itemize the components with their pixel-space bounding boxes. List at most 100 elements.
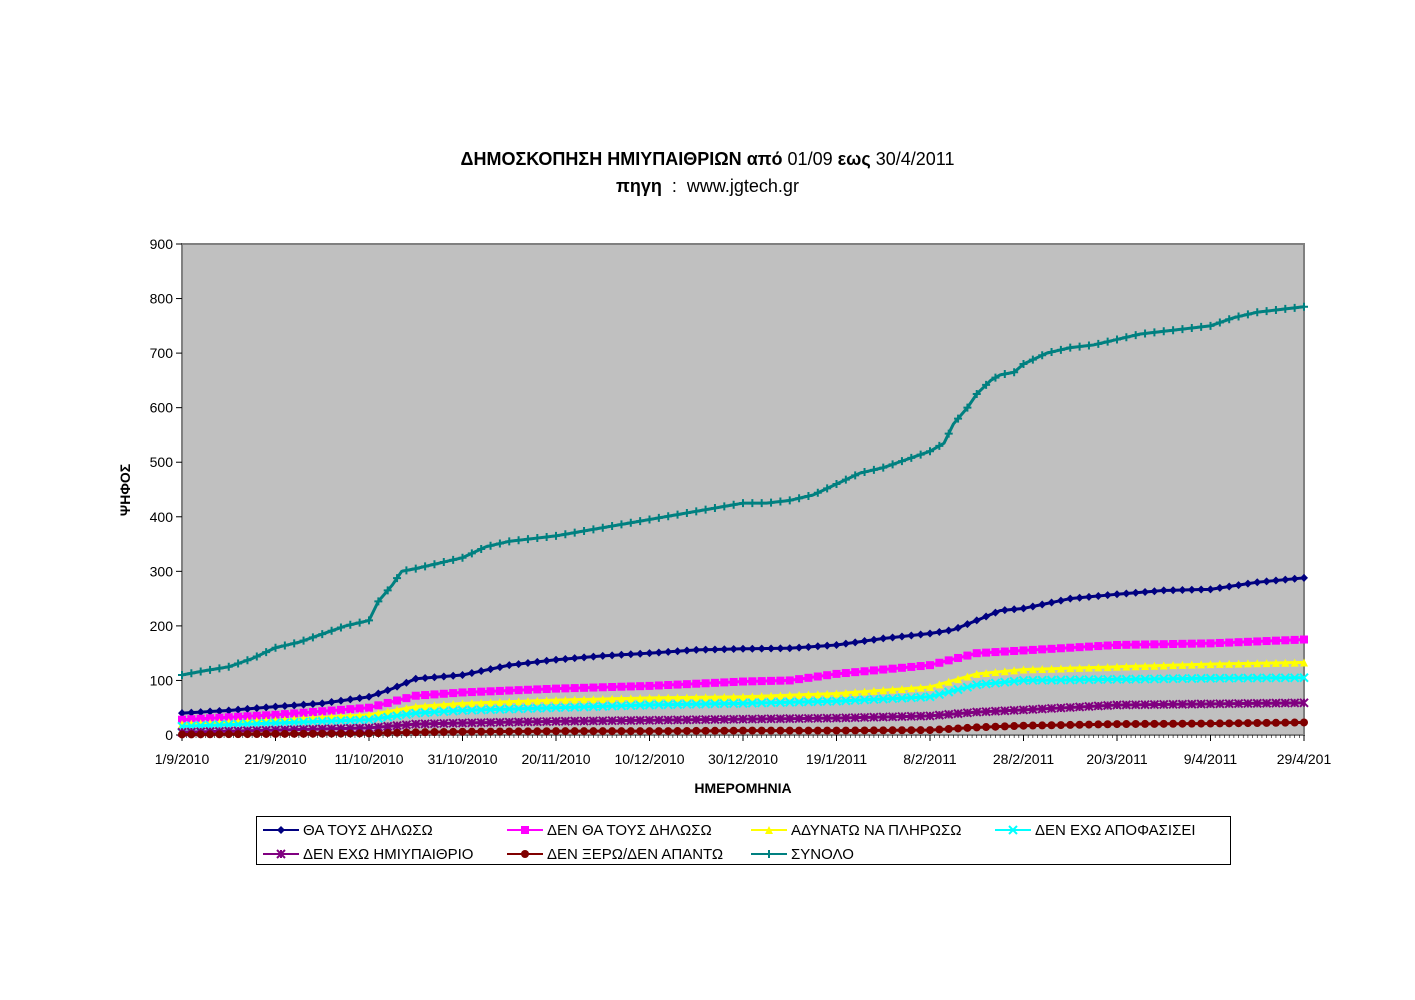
data-point xyxy=(1234,659,1243,668)
data-point xyxy=(477,687,486,696)
data-point xyxy=(757,499,766,508)
data-point xyxy=(402,678,411,687)
data-point xyxy=(897,632,906,641)
data-point xyxy=(907,631,916,640)
data-point xyxy=(851,726,860,735)
data-point xyxy=(907,684,916,693)
data-point xyxy=(234,659,243,668)
data-point xyxy=(1206,639,1215,648)
data-point xyxy=(262,648,271,657)
data-point xyxy=(298,717,309,727)
data-point xyxy=(907,453,916,462)
data-point xyxy=(776,691,785,700)
data-point xyxy=(1262,637,1271,646)
data-point xyxy=(925,692,935,702)
data-point xyxy=(869,635,878,644)
data-point xyxy=(570,528,579,537)
data-point xyxy=(196,714,205,723)
data-point xyxy=(1046,675,1057,685)
data-point xyxy=(327,706,336,715)
data-point xyxy=(775,714,786,724)
data-point xyxy=(897,693,907,703)
data-point xyxy=(262,729,271,738)
data-point xyxy=(495,698,504,707)
data-point xyxy=(1113,590,1121,599)
data-point xyxy=(448,718,458,728)
data-point xyxy=(1187,639,1196,648)
data-point xyxy=(1252,673,1262,683)
data-point xyxy=(1103,641,1112,650)
data-point xyxy=(710,678,719,687)
data-point xyxy=(561,684,570,693)
data-point xyxy=(710,714,720,725)
data-point xyxy=(869,694,879,705)
data-point xyxy=(626,694,635,703)
data-point xyxy=(561,530,570,539)
y-axis: 0 100 200 300 400 500 600 700 800 900 xyxy=(150,236,182,743)
data-point xyxy=(739,726,747,735)
data-point xyxy=(598,523,607,532)
data-point xyxy=(617,694,626,703)
data-point xyxy=(1093,701,1104,711)
data-point xyxy=(467,549,476,558)
data-point xyxy=(318,729,327,738)
data-point xyxy=(476,717,486,728)
data-point xyxy=(1038,664,1047,673)
data-point xyxy=(1197,639,1206,648)
data-point xyxy=(505,697,514,706)
data-point xyxy=(673,727,682,736)
data-point xyxy=(720,502,729,511)
data-point xyxy=(308,633,317,642)
data-point xyxy=(541,703,552,713)
data-point xyxy=(926,726,934,735)
series-7 xyxy=(178,302,1308,679)
data-point xyxy=(654,700,664,710)
data-point xyxy=(972,723,981,732)
data-point xyxy=(616,715,627,726)
data-point xyxy=(794,697,804,707)
data-point xyxy=(206,730,215,739)
data-point xyxy=(588,701,599,712)
data-point xyxy=(336,705,345,714)
data-point xyxy=(1243,673,1253,683)
data-point xyxy=(1271,698,1281,708)
data-point xyxy=(580,683,589,692)
legend-item: ΣΥΝΟΛΟ xyxy=(749,842,854,866)
data-point xyxy=(505,686,514,695)
data-point xyxy=(430,560,439,569)
data-point xyxy=(1018,675,1029,686)
data-point xyxy=(1206,660,1215,669)
data-point xyxy=(851,688,860,697)
data-point xyxy=(1131,588,1140,597)
data-point xyxy=(916,683,925,692)
data-point xyxy=(533,696,542,705)
data-point xyxy=(645,649,654,658)
data-point xyxy=(1271,306,1280,315)
data-point xyxy=(887,693,898,704)
data-point xyxy=(626,700,636,711)
x-tick-label: 19/1/2011 xyxy=(806,751,867,767)
data-point xyxy=(439,727,448,736)
x-tick-label: 10/12/2010 xyxy=(614,751,684,767)
data-point xyxy=(570,654,579,663)
data-point xyxy=(841,639,850,648)
chart-title-line-2: πηγη : www.jgtech.gr xyxy=(0,176,1415,197)
data-point xyxy=(776,644,785,653)
data-point xyxy=(598,701,608,712)
data-point xyxy=(963,723,972,732)
data-point xyxy=(1150,587,1159,596)
data-point xyxy=(841,726,850,735)
data-point xyxy=(411,674,420,683)
data-point xyxy=(271,643,280,652)
data-point xyxy=(860,667,869,676)
data-point xyxy=(897,711,907,722)
legend-item: ΔΕΝ ΘΑ ΤΟΥΣ ΔΗΛΩΣΩ xyxy=(505,818,712,842)
data-point xyxy=(1261,673,1272,683)
data-point xyxy=(748,499,757,508)
data-point xyxy=(1112,700,1122,710)
data-point xyxy=(308,729,317,738)
data-point xyxy=(1009,676,1019,687)
data-point xyxy=(963,651,972,660)
data-point xyxy=(869,712,879,722)
data-point xyxy=(888,685,897,694)
